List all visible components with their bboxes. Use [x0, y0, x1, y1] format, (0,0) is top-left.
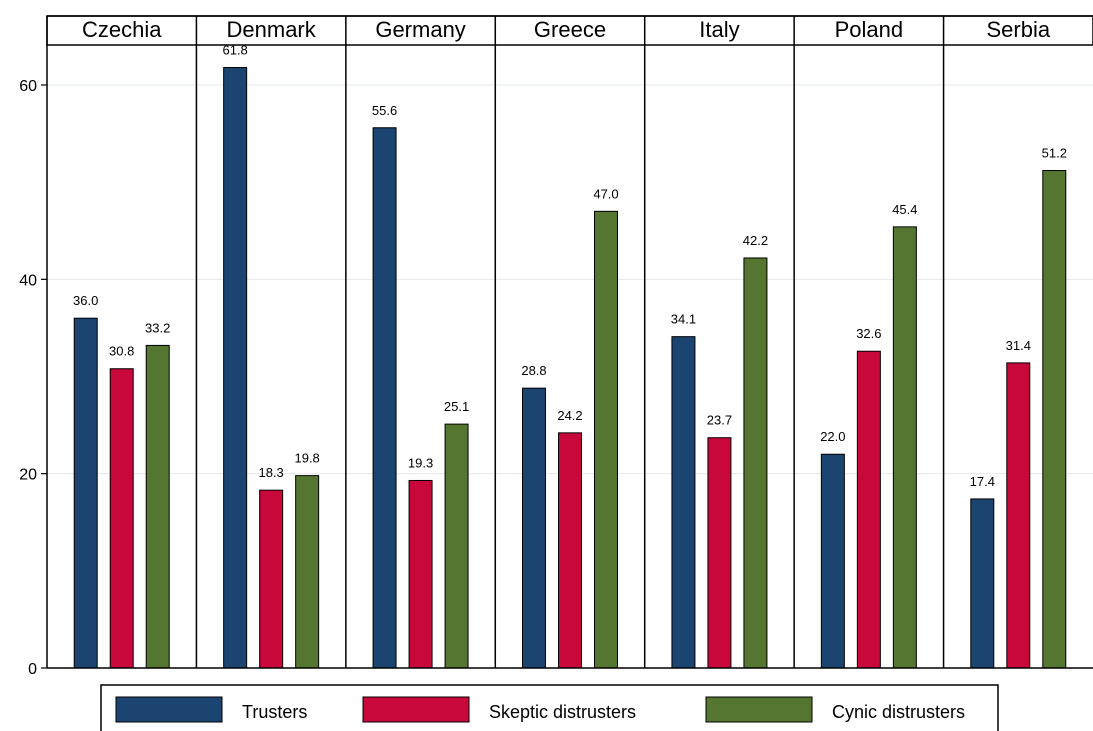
bar-czechia-2 [145, 344, 170, 669]
data-label: 32.6 [856, 326, 881, 341]
panel-title-greece: Greece [534, 17, 606, 42]
y-tick-label: 20 [19, 467, 37, 484]
legend-swatch-1 [362, 696, 470, 723]
y-tick-label: 60 [19, 78, 37, 95]
bar-serbia-1 [1006, 362, 1031, 669]
bar-denmark-0 [223, 67, 248, 669]
bar-czechia-0 [73, 317, 98, 669]
data-label: 19.8 [294, 451, 319, 466]
bar-serbia-2 [1042, 170, 1067, 669]
bar-germany-0 [372, 127, 397, 669]
bar-poland-2 [892, 226, 917, 669]
data-label: 33.2 [145, 320, 170, 335]
bar-poland-1 [856, 350, 881, 669]
panel-title-germany: Germany [375, 17, 465, 42]
bar-italy-2 [743, 257, 768, 669]
bar-greece-1 [558, 432, 582, 669]
bar-denmark-1 [259, 489, 284, 669]
data-label: 61.8 [222, 43, 247, 58]
panel-title-serbia: Serbia [986, 17, 1050, 42]
bar-denmark-2 [295, 475, 320, 669]
data-label: 47.0 [593, 186, 618, 201]
data-label: 42.2 [743, 233, 768, 248]
data-label: 30.8 [109, 344, 134, 359]
panel-title-italy: Italy [699, 17, 739, 42]
data-label: 36.0 [73, 293, 98, 308]
bar-czechia-1 [109, 368, 134, 669]
panel-title-czechia: Czechia [82, 17, 162, 42]
data-label: 28.8 [521, 363, 546, 378]
data-label: 24.2 [557, 408, 582, 423]
bar-italy-0 [671, 336, 696, 669]
bar-germany-1 [408, 479, 433, 669]
panel-title-poland: Poland [835, 17, 904, 42]
legend-label-1: Skeptic distrusters [489, 702, 636, 722]
panel-title-denmark: Denmark [227, 17, 317, 42]
legend-label-2: Cynic distrusters [832, 702, 965, 722]
data-label: 45.4 [892, 202, 917, 217]
data-label: 25.1 [444, 399, 469, 414]
bar-germany-2 [444, 423, 469, 669]
y-tick-label: 0 [28, 661, 37, 678]
data-label: 23.7 [707, 413, 732, 428]
bar-poland-0 [820, 453, 845, 669]
legend-label-0: Trusters [242, 702, 307, 722]
bar-greece-0 [522, 387, 546, 669]
data-label: 55.6 [372, 103, 397, 118]
data-label: 51.2 [1042, 146, 1067, 161]
data-label: 17.4 [970, 474, 995, 489]
data-label: 19.3 [408, 455, 433, 470]
panel-header-bar [46, 15, 1093, 46]
legend-box [100, 684, 999, 731]
data-label: 22.0 [820, 429, 845, 444]
bar-greece-2 [594, 210, 618, 669]
bar-serbia-0 [970, 498, 995, 669]
legend-swatch-0 [115, 696, 223, 723]
data-label: 31.4 [1006, 338, 1031, 353]
y-tick-label: 40 [19, 272, 37, 289]
data-label: 34.1 [671, 312, 696, 327]
legend-swatch-2 [705, 696, 813, 723]
bar-italy-1 [707, 437, 732, 669]
data-label: 18.3 [258, 465, 283, 480]
